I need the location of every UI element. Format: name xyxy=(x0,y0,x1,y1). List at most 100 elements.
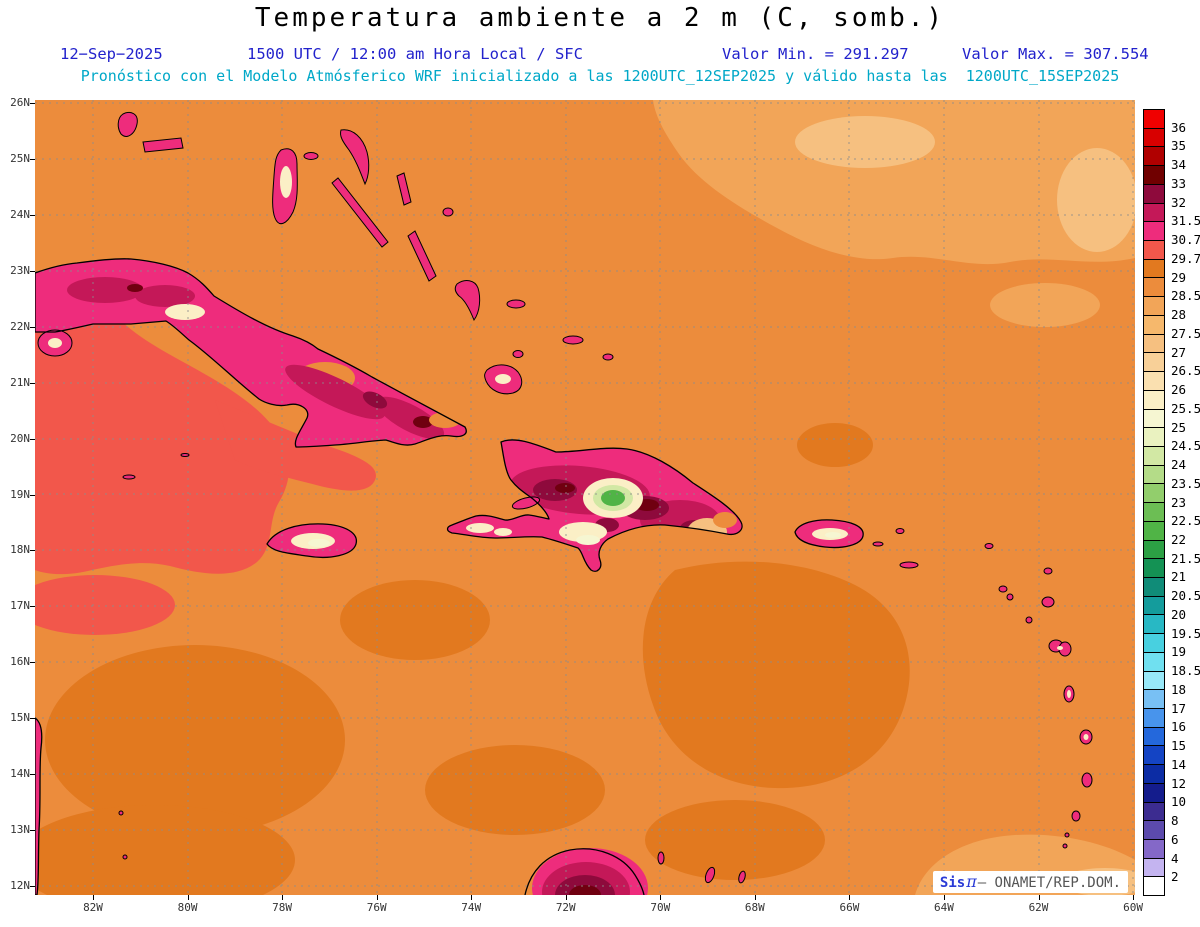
bahamas-islands xyxy=(117,111,614,395)
colorbar-tick-label: 22.5 xyxy=(1171,513,1200,529)
colorbar-swatch xyxy=(1144,390,1164,410)
lon-tick xyxy=(660,895,662,900)
gonave-island xyxy=(511,496,541,510)
colorbar-tick-label: 19.5 xyxy=(1171,625,1200,641)
lon-tick xyxy=(943,895,945,900)
lat-tick-label: 25N xyxy=(10,151,30,165)
colorbar-tick-label: 35 xyxy=(1171,138,1187,154)
colorbar-swatch xyxy=(1144,521,1164,541)
warm-sea-region xyxy=(35,295,376,635)
colorbar-tick-label: 16 xyxy=(1171,719,1187,735)
colorbar-tick-label: 29.7 xyxy=(1171,250,1200,266)
colorbar-tick-label: 34 xyxy=(1171,157,1187,173)
lat-tick-label: 14N xyxy=(10,767,30,781)
colorbar-tick-label: 30.7 xyxy=(1171,232,1200,248)
colorbar-swatch xyxy=(1144,297,1164,316)
colorbar-tick-label: 23.5 xyxy=(1171,475,1200,491)
colorbar-tick-label: 33 xyxy=(1171,175,1187,191)
colorbar-tick-label: 6 xyxy=(1171,831,1179,847)
colorbar-tick-label: 21.5 xyxy=(1171,550,1200,566)
min-value: Valor Min. = 291.297 xyxy=(722,45,909,63)
lat-tick-label: 21N xyxy=(10,375,30,389)
colorbar-swatch xyxy=(1144,652,1164,672)
lon-tick xyxy=(1133,895,1135,900)
lon-tick-label: 78W xyxy=(272,901,293,914)
lat-tick-label: 12N xyxy=(10,879,30,893)
colorbar-tick-label: 12 xyxy=(1171,775,1187,791)
colorbar-tick-label: 4 xyxy=(1171,850,1179,866)
colorbar-tick-label: 29 xyxy=(1171,269,1187,285)
colorbar-swatch xyxy=(1144,559,1164,578)
colorbar-tick-label: 17 xyxy=(1171,700,1187,716)
lon-tick xyxy=(471,895,473,900)
colorbar-tick-label: 22 xyxy=(1171,531,1187,547)
lat-tick-label: 13N xyxy=(10,823,30,837)
colorbar-tick-label: 8 xyxy=(1171,813,1179,829)
colorbar-swatch xyxy=(1144,709,1164,728)
lat-tick-label: 19N xyxy=(10,487,30,501)
colorbar xyxy=(1143,109,1165,896)
map-plot: Sis π – ONAMET/REP.DOM. xyxy=(35,100,1135,895)
colorbar-swatch xyxy=(1144,802,1164,822)
lon-tick xyxy=(376,895,378,900)
colorbar-tick-label: 24.5 xyxy=(1171,438,1200,454)
watermark: Sis π – ONAMET/REP.DOM. xyxy=(932,871,1128,893)
lon-tick-label: 62W xyxy=(1028,901,1049,914)
colorbar-tick-label: 20 xyxy=(1171,606,1187,622)
colorbar-swatch xyxy=(1144,409,1164,429)
lon-tick xyxy=(565,895,567,900)
lat-tick-label: 20N xyxy=(10,431,30,445)
colorbar-tick-label: 31.5 xyxy=(1171,213,1200,229)
lon-tick xyxy=(282,895,284,900)
lon-tick-label: 64W xyxy=(934,901,954,914)
cayman-islands xyxy=(122,453,190,480)
colorbar-swatch xyxy=(1144,727,1164,747)
colorbar-swatch xyxy=(1144,372,1164,391)
colorbar-tick-label: 21 xyxy=(1171,569,1187,585)
colorbar-swatch xyxy=(1144,540,1164,560)
guajira-peninsula xyxy=(532,848,648,895)
colorbar-swatch xyxy=(1144,315,1164,335)
lon-tick xyxy=(849,895,851,900)
colorbar-swatch xyxy=(1144,783,1164,803)
colorbar-swatch xyxy=(1144,765,1164,784)
lat-tick-label: 18N xyxy=(10,543,30,557)
colorbar-swatch xyxy=(1144,203,1164,223)
dark-sea-patches xyxy=(35,423,910,895)
colorbar-swatch xyxy=(1144,746,1164,766)
colorbar-swatch xyxy=(1144,184,1164,204)
temperature-field-svg xyxy=(35,100,1135,895)
colorbar-swatch xyxy=(1144,334,1164,354)
lat-tick-label: 26N xyxy=(10,96,30,109)
colorbar-swatch xyxy=(1144,634,1164,653)
colorbar-swatch xyxy=(1144,128,1164,148)
lat-tick-label: 23N xyxy=(10,263,30,277)
colorbar-swatch xyxy=(1144,615,1164,635)
colorbar-swatch xyxy=(1144,241,1164,260)
lat-tick-label: 15N xyxy=(10,711,30,725)
lon-tick xyxy=(1038,895,1040,900)
colorbar-swatch xyxy=(1144,877,1164,896)
abc-islands xyxy=(118,810,746,884)
colorbar-tick-label: 25 xyxy=(1171,419,1187,435)
lon-tick-label: 60W xyxy=(1123,901,1143,914)
colorbar-swatch xyxy=(1144,858,1164,878)
page-title: Temperatura ambiente a 2 m (C, somb.) xyxy=(254,3,946,33)
lon-tick-label: 66W xyxy=(839,901,860,914)
colorbar-tick-label: 28.5 xyxy=(1171,288,1200,304)
colorbar-tick-label: 26.5 xyxy=(1171,363,1200,379)
lat-tick-label: 16N xyxy=(10,655,30,669)
lon-tick xyxy=(93,895,94,900)
colorbar-tick-label: 15 xyxy=(1171,738,1187,754)
lon-tick-label: 74W xyxy=(461,901,482,914)
colorbar-tick-label: 10 xyxy=(1171,794,1187,810)
cuba-island xyxy=(35,258,467,447)
lat-tick-label: 24N xyxy=(10,207,30,221)
colorbar-swatch xyxy=(1144,671,1164,691)
colorbar-swatch xyxy=(1144,259,1164,279)
colorbar-swatch xyxy=(1144,465,1164,485)
valid-time: 1500 UTC / 12:00 am Hora Local / SFC xyxy=(247,45,583,63)
colorbar-swatch xyxy=(1144,484,1164,504)
lon-tick-label: 76W xyxy=(366,901,387,914)
